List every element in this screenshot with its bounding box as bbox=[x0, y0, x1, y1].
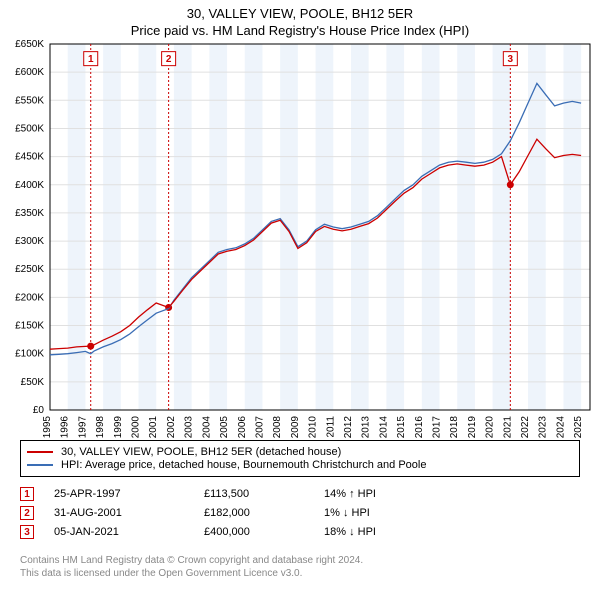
y-tick-label: £350K bbox=[15, 208, 44, 219]
x-tick-label: 2013 bbox=[361, 416, 372, 439]
alt-band bbox=[563, 44, 581, 410]
event-date: 05-JAN-2021 bbox=[54, 526, 204, 538]
event-pct: 18% ↓ HPI bbox=[324, 526, 424, 538]
x-tick-label: 2023 bbox=[538, 416, 549, 439]
alt-band bbox=[174, 44, 192, 410]
x-tick-label: 2007 bbox=[254, 416, 265, 439]
x-tick-label: 2024 bbox=[555, 416, 566, 439]
chart-subtitle: Price paid vs. HM Land Registry's House … bbox=[0, 23, 600, 38]
y-tick-label: £650K bbox=[15, 39, 44, 50]
y-tick-label: £400K bbox=[15, 180, 44, 191]
x-tick-label: 2021 bbox=[502, 416, 513, 439]
event-list: 1 25-APR-1997£113,50014% ↑ HPI 2 31-AUG-200… bbox=[20, 482, 580, 544]
x-tick-label: 2009 bbox=[290, 416, 301, 439]
x-tick-label: 1997 bbox=[77, 416, 88, 439]
x-tick-label: 2006 bbox=[237, 416, 248, 439]
x-tick-label: 2016 bbox=[414, 416, 425, 439]
alt-band bbox=[457, 44, 475, 410]
price-chart: 123£0£50K£100K£150K£200K£250K£300K£350K£… bbox=[50, 44, 590, 410]
x-tick-label: 2020 bbox=[485, 416, 496, 439]
x-tick-label: 2008 bbox=[272, 416, 283, 439]
attribution: Contains HM Land Registry data © Crown c… bbox=[20, 554, 363, 580]
x-tick-label: 2018 bbox=[449, 416, 460, 439]
event-price: £113,500 bbox=[204, 488, 324, 500]
y-tick-label: £150K bbox=[15, 321, 44, 332]
y-tick-label: £450K bbox=[15, 152, 44, 163]
x-tick-label: 1998 bbox=[95, 416, 106, 439]
event-price: £400,000 bbox=[204, 526, 324, 538]
alt-band bbox=[209, 44, 227, 410]
y-tick-label: £300K bbox=[15, 236, 44, 247]
alt-band bbox=[528, 44, 546, 410]
legend: 30, VALLEY VIEW, POOLE, BH12 5ER (detach… bbox=[20, 440, 580, 477]
event-marker-box: 1 bbox=[20, 487, 34, 501]
event-marker-box: 3 bbox=[20, 525, 34, 539]
event-pct: 14% ↑ HPI bbox=[324, 488, 424, 500]
chart-container: 30, VALLEY VIEW, POOLE, BH12 5ER Price p… bbox=[0, 0, 600, 590]
legend-item: HPI: Average price, detached house, Bour… bbox=[27, 459, 573, 471]
event-marker-number: 2 bbox=[166, 54, 172, 65]
x-tick-label: 2005 bbox=[219, 416, 230, 439]
x-tick-label: 2002 bbox=[166, 416, 177, 439]
alt-band bbox=[280, 44, 298, 410]
event-row: 3 05-JAN-2021£400,00018% ↓ HPI bbox=[20, 525, 580, 539]
event-pct: 1% ↓ HPI bbox=[324, 507, 424, 519]
y-tick-label: £500K bbox=[15, 123, 44, 134]
x-tick-label: 2017 bbox=[432, 416, 443, 439]
x-tick-label: 2000 bbox=[131, 416, 142, 439]
chart-title: 30, VALLEY VIEW, POOLE, BH12 5ER bbox=[0, 6, 600, 21]
event-marker-number: 1 bbox=[88, 54, 94, 65]
title-block: 30, VALLEY VIEW, POOLE, BH12 5ER Price p… bbox=[0, 0, 600, 38]
alt-band bbox=[68, 44, 86, 410]
y-tick-label: £200K bbox=[15, 292, 44, 303]
alt-band bbox=[422, 44, 440, 410]
x-tick-label: 2014 bbox=[378, 416, 389, 439]
y-tick-label: £550K bbox=[15, 95, 44, 106]
legend-swatch bbox=[27, 464, 53, 466]
x-tick-label: 2010 bbox=[308, 416, 319, 439]
alt-band bbox=[139, 44, 157, 410]
y-tick-label: £0 bbox=[33, 405, 45, 416]
legend-item: 30, VALLEY VIEW, POOLE, BH12 5ER (detach… bbox=[27, 446, 573, 458]
legend-swatch bbox=[27, 451, 53, 453]
event-date: 31-AUG-2001 bbox=[54, 507, 204, 519]
x-tick-label: 2003 bbox=[184, 416, 195, 439]
alt-band bbox=[493, 44, 511, 410]
legend-label: HPI: Average price, detached house, Bour… bbox=[61, 459, 426, 471]
x-tick-label: 1996 bbox=[60, 416, 71, 439]
event-row: 2 31-AUG-2001£182,0001% ↓ HPI bbox=[20, 506, 580, 520]
event-row: 1 25-APR-1997£113,50014% ↑ HPI bbox=[20, 487, 580, 501]
event-date: 25-APR-1997 bbox=[54, 488, 204, 500]
x-tick-label: 2001 bbox=[148, 416, 159, 439]
x-tick-label: 2004 bbox=[201, 416, 212, 439]
x-tick-label: 2025 bbox=[573, 416, 584, 439]
y-tick-label: £250K bbox=[15, 264, 44, 275]
y-tick-label: £600K bbox=[15, 67, 44, 78]
alt-band bbox=[245, 44, 263, 410]
legend-label: 30, VALLEY VIEW, POOLE, BH12 5ER (detach… bbox=[61, 446, 341, 458]
x-tick-label: 2012 bbox=[343, 416, 354, 439]
x-tick-label: 2011 bbox=[325, 416, 336, 438]
x-tick-label: 1999 bbox=[113, 416, 124, 439]
event-marker-box: 2 bbox=[20, 506, 34, 520]
x-tick-label: 2015 bbox=[396, 416, 407, 439]
attribution-line: This data is licensed under the Open Gov… bbox=[20, 567, 363, 580]
event-marker-number: 3 bbox=[508, 54, 514, 65]
y-tick-label: £50K bbox=[21, 377, 45, 388]
alt-band bbox=[386, 44, 404, 410]
alt-band bbox=[103, 44, 121, 410]
y-tick-label: £100K bbox=[15, 349, 44, 360]
x-tick-label: 1995 bbox=[42, 416, 53, 439]
event-price: £182,000 bbox=[204, 507, 324, 519]
attribution-line: Contains HM Land Registry data © Crown c… bbox=[20, 554, 363, 567]
x-tick-label: 2019 bbox=[467, 416, 478, 439]
x-tick-label: 2022 bbox=[520, 416, 531, 439]
